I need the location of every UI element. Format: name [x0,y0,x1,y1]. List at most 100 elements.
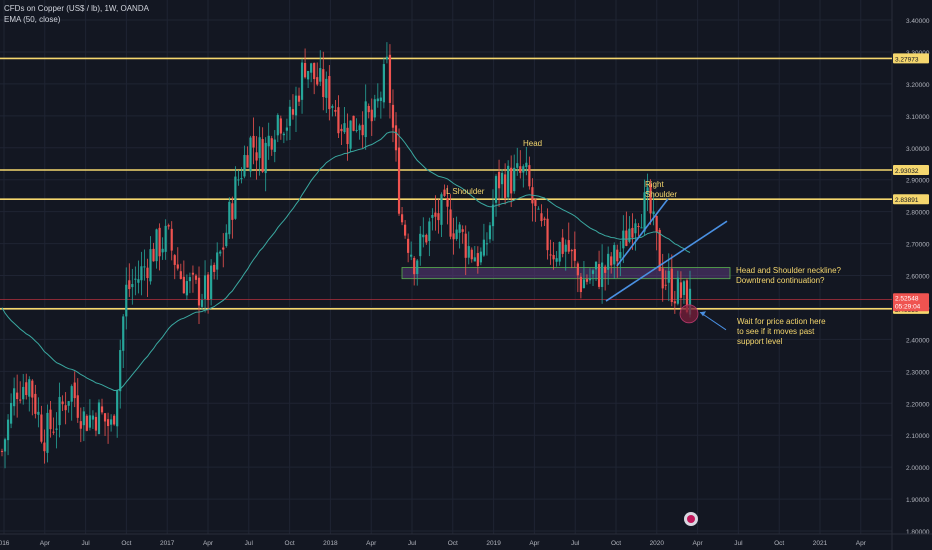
candle-body [110,419,113,425]
x-tick-label: Apr [366,540,377,547]
candle-body [316,77,319,85]
candle-body [458,224,461,233]
candle-body [176,264,179,269]
candle-body [428,221,431,241]
x-tick-label: 2018 [323,540,338,547]
candle-body [70,386,73,402]
candle-body [100,406,104,413]
y-tick-label: 2.90000 [906,178,930,185]
candle-body [282,133,285,136]
candle-body [131,284,134,288]
candle-body [467,246,470,258]
candle-body [137,279,140,283]
candle-body [97,402,101,435]
candle-body [194,275,198,280]
candle-body [416,260,419,275]
candle-body [167,225,170,227]
candle-body [40,414,43,442]
candle-body [346,127,349,145]
candle-body [510,167,513,194]
candle-body [216,252,219,270]
indicator-title: EMA (50, close) [4,15,61,24]
candle-body [385,56,389,60]
candle-body [688,288,692,315]
candle-body [546,218,549,251]
x-tick-label: Apr [40,540,51,547]
x-tick-label: Jul [245,540,254,547]
candle-body [134,278,137,280]
candle-body [288,106,292,126]
candle-body [558,241,561,262]
x-tick-label: Jul [571,540,580,547]
candle-body [652,211,655,215]
candle-body [613,245,616,265]
y-tick-label: 3.10000 [906,114,930,121]
x-tick-label: 2020 [650,540,665,547]
candle-body [76,395,79,418]
replay-badge-icon[interactable] [684,512,698,526]
candle-body [294,95,298,116]
candle-body [607,253,610,270]
candle-body [158,227,161,257]
candle-body [103,413,107,422]
candle-body [382,64,385,103]
candle-body [206,274,210,301]
candle-body [597,264,601,287]
candle-body [225,232,228,247]
candle-body [361,124,364,136]
candle-body [352,115,355,131]
candle-body [255,152,258,161]
x-tick-label: 016 [0,540,10,547]
candle-body [479,251,482,263]
x-tick-label: Oct [611,540,621,547]
annotation-neckline: Downtrend continuation? [736,276,825,285]
candle-body [640,227,643,229]
candle-body [203,275,207,299]
candle-body [364,101,367,138]
current-price-tag [893,293,929,312]
candle-body [494,176,498,203]
candle-body [55,428,58,430]
candle-body [143,266,146,268]
candle-body [440,194,443,225]
candle-body [519,166,522,173]
x-tick-label: Apr [529,540,540,547]
candle-body [267,135,270,147]
ema-line [1,131,691,392]
candle-body [337,107,340,134]
candle-body [88,415,91,428]
candle-body [279,118,282,134]
candle-body [343,123,346,133]
candle-body [291,109,295,115]
candle-body [397,147,401,214]
candle-body [470,249,473,260]
candle-body [379,97,382,101]
candle-body [79,421,82,429]
candle-body [331,106,334,108]
candle-body [334,109,337,112]
candle-body [328,76,331,110]
candle-body [322,69,325,98]
x-tick-label: Oct [121,540,131,547]
candle-body [325,78,328,98]
candle-body [394,125,398,151]
candle-body [485,243,489,245]
price-level-tag [893,194,929,205]
candle-body [116,390,119,427]
annotation-support-note: to see if it moves past [737,327,815,336]
candle-body [610,256,613,266]
candle-body [31,380,34,398]
candle-body [437,213,440,221]
candle-body [570,250,573,252]
candle-body [422,234,425,238]
candle-body [197,277,201,306]
y-tick-label: 2.70000 [906,242,930,249]
candle-body [58,396,61,426]
wedge-lower-trendline [605,220,728,302]
candle-body [497,171,501,189]
price-level-label: 2.83891 [895,197,919,204]
candle-body [446,197,449,207]
candle-body [649,184,652,214]
candle-body [270,138,273,150]
